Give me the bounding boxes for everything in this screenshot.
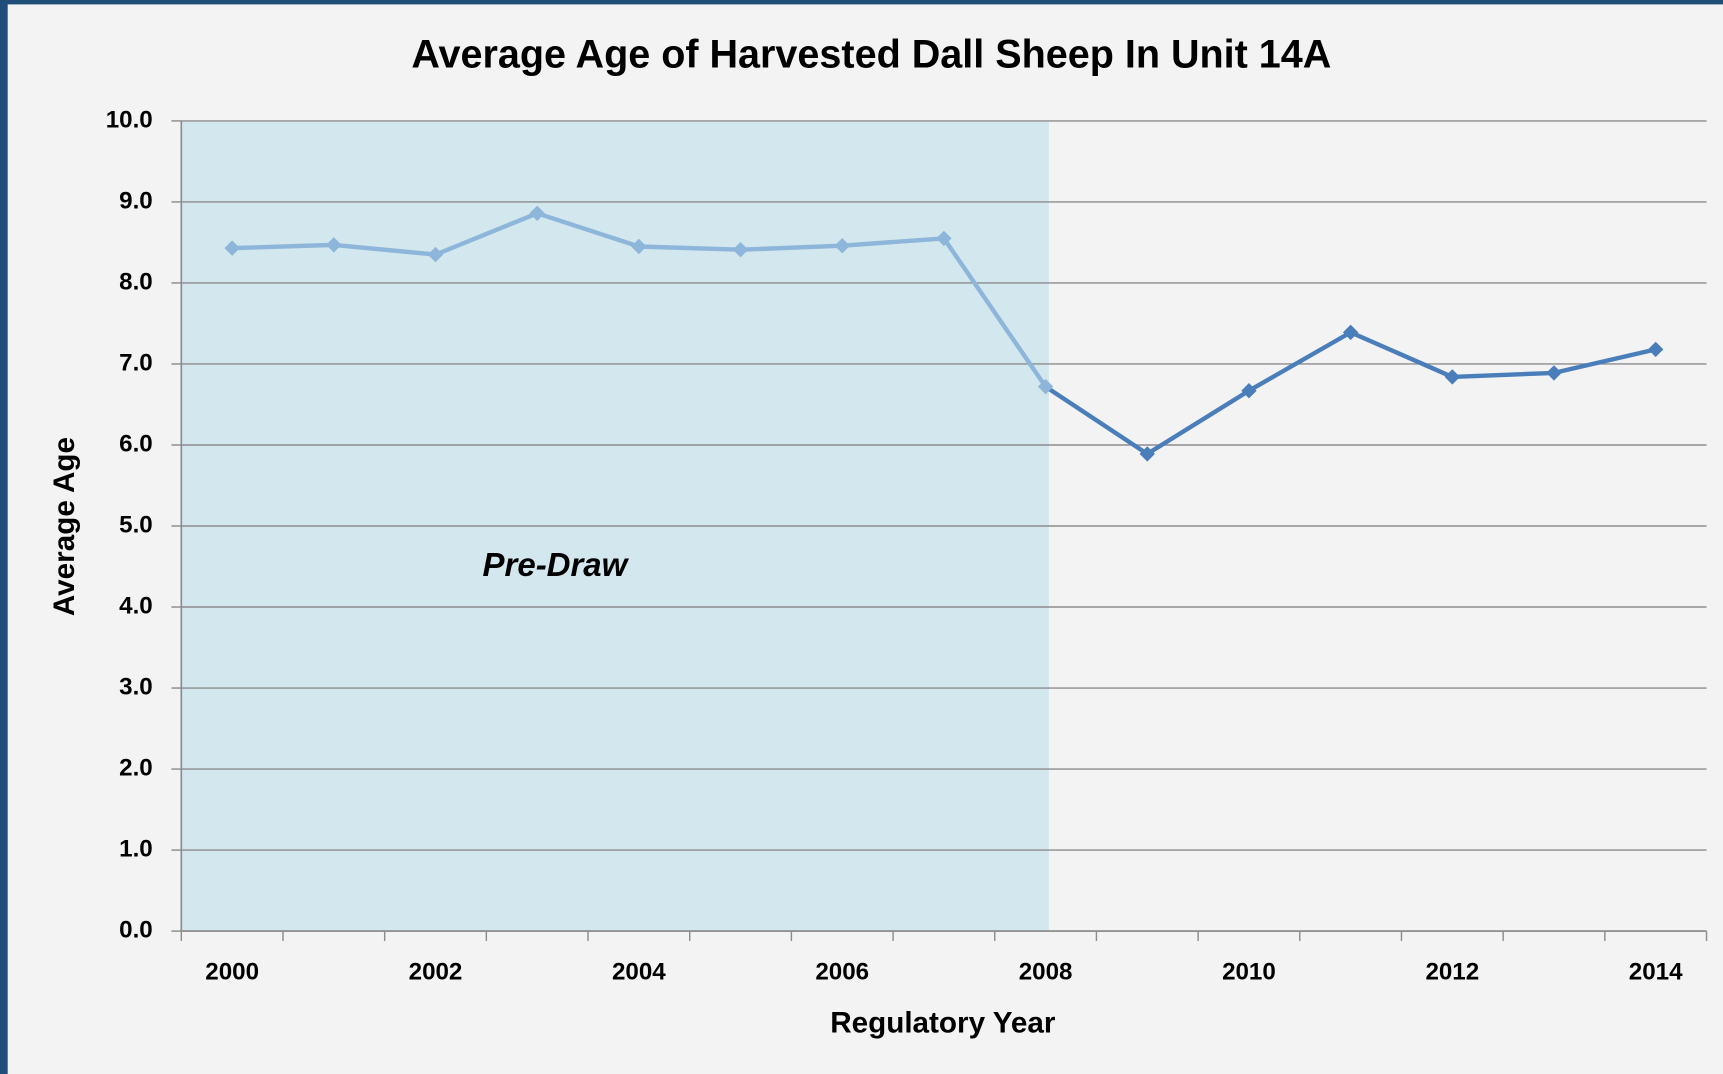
y-tick-label: 8.0 — [119, 268, 153, 295]
x-tick-label: 2014 — [1629, 958, 1683, 985]
y-tick-label: 5.0 — [119, 511, 153, 538]
frame-top — [0, 0, 1723, 5]
marker — [732, 242, 749, 258]
y-tick-label: 3.0 — [119, 673, 153, 700]
y-tick-label: 6.0 — [119, 430, 153, 457]
x-tick-label: 2000 — [205, 958, 259, 985]
marker — [936, 230, 952, 247]
marker — [326, 237, 342, 253]
y-tick-label: 9.0 — [119, 187, 153, 214]
marker — [1546, 365, 1562, 381]
marker — [529, 205, 545, 221]
y-tick-label: 7.0 — [119, 349, 153, 376]
y-tick-label: 1.0 — [119, 835, 153, 862]
x-tick-label: 2002 — [409, 958, 463, 985]
y-tick-label: 2.0 — [119, 754, 153, 781]
x-tick-label: 2010 — [1222, 958, 1276, 985]
frame-left — [0, 0, 8, 1074]
chart-title: Average Age of Harvested Dall Sheep In U… — [411, 33, 1331, 77]
marker — [1647, 341, 1664, 358]
y-tick-label: 4.0 — [119, 592, 153, 619]
x-tick-label: 2012 — [1425, 958, 1479, 985]
y-tick-label: 10.0 — [106, 106, 153, 133]
marker — [427, 246, 444, 263]
y-tick-label: 0.0 — [119, 916, 153, 943]
y-axis-label: Average Age — [48, 437, 81, 616]
x-axis-label: Regulatory Year — [830, 1006, 1056, 1039]
plot: Pre-Draw 0.0 1.0 2.0 3.0 4.0 5.0 6.0 7.0 8.0 9.0 10… — [106, 106, 1708, 985]
x-tick-label: 2006 — [815, 958, 869, 985]
x-tick-label: 2004 — [612, 958, 666, 985]
x-tick-label: 2008 — [1019, 958, 1073, 985]
region-label: Pre-Draw — [483, 546, 630, 583]
